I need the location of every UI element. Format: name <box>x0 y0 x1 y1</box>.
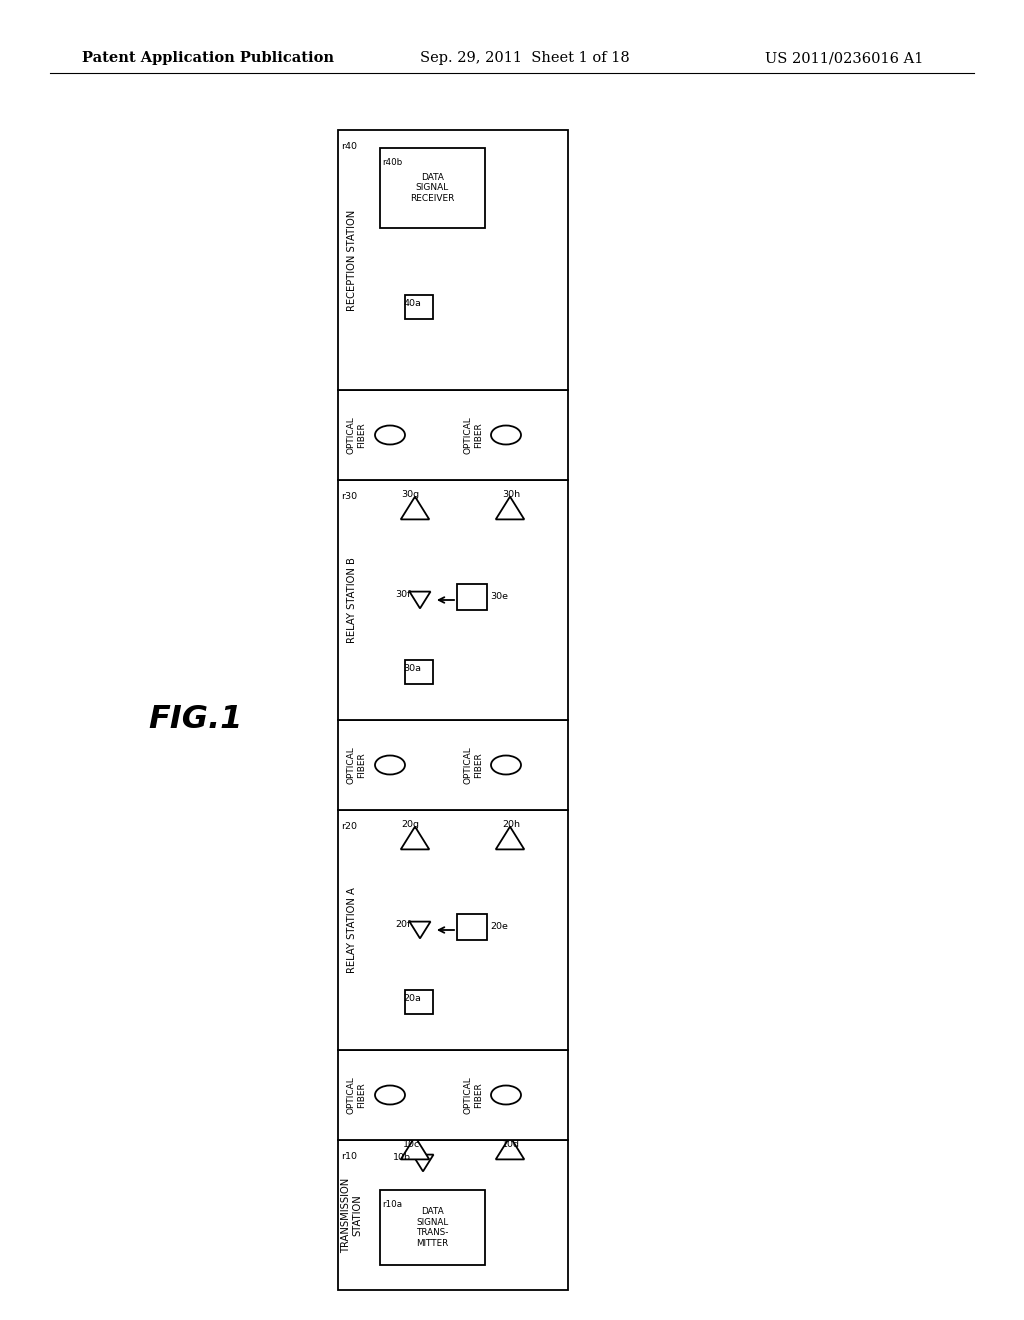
Polygon shape <box>413 1155 433 1171</box>
Ellipse shape <box>375 755 406 775</box>
Text: OPTICAL
FIBER: OPTICAL FIBER <box>463 416 482 454</box>
Text: DATA
SIGNAL
RECEIVER: DATA SIGNAL RECEIVER <box>411 173 455 203</box>
Bar <box>338 389 568 480</box>
Text: 30a: 30a <box>403 664 421 673</box>
Text: 40a: 40a <box>403 300 421 308</box>
Ellipse shape <box>490 425 521 445</box>
Bar <box>406 660 433 684</box>
Bar <box>380 148 485 228</box>
Ellipse shape <box>375 1085 406 1105</box>
Text: r20: r20 <box>341 822 357 832</box>
Bar <box>406 990 433 1014</box>
Text: 20f: 20f <box>395 920 411 929</box>
Text: RELAY STATION A: RELAY STATION A <box>347 887 357 973</box>
Bar <box>338 810 568 1049</box>
Polygon shape <box>400 496 429 519</box>
Ellipse shape <box>490 755 521 775</box>
Bar <box>457 913 487 940</box>
Text: r10: r10 <box>341 1152 357 1162</box>
Text: 20g: 20g <box>401 820 419 829</box>
Polygon shape <box>400 826 429 849</box>
Text: 10d: 10d <box>502 1140 520 1148</box>
Bar <box>406 294 433 319</box>
Polygon shape <box>400 1137 429 1159</box>
Bar <box>338 719 568 810</box>
Polygon shape <box>410 921 430 939</box>
Text: 30h: 30h <box>502 490 520 499</box>
Text: TRANSMISSION
STATION: TRANSMISSION STATION <box>341 1177 362 1253</box>
Bar <box>338 129 568 389</box>
Text: Sep. 29, 2011  Sheet 1 of 18: Sep. 29, 2011 Sheet 1 of 18 <box>420 51 630 65</box>
Text: r10a: r10a <box>382 1200 402 1209</box>
Text: 10b: 10b <box>393 1152 411 1162</box>
Polygon shape <box>410 591 430 609</box>
Text: RECEPTION STATION: RECEPTION STATION <box>347 210 357 310</box>
Text: 20e: 20e <box>490 921 508 931</box>
Text: OPTICAL
FIBER: OPTICAL FIBER <box>346 1076 366 1114</box>
Polygon shape <box>496 496 524 519</box>
Text: OPTICAL
FIBER: OPTICAL FIBER <box>346 746 366 784</box>
Text: 10c: 10c <box>403 1140 420 1148</box>
Text: 20h: 20h <box>502 820 520 829</box>
Bar <box>338 480 568 719</box>
Text: OPTICAL
FIBER: OPTICAL FIBER <box>463 1076 482 1114</box>
Bar <box>380 1191 485 1265</box>
Text: FIG.1: FIG.1 <box>148 705 243 735</box>
Text: r40b: r40b <box>382 158 402 168</box>
Text: r40: r40 <box>341 143 357 150</box>
Polygon shape <box>496 826 524 849</box>
Text: OPTICAL
FIBER: OPTICAL FIBER <box>346 416 366 454</box>
Text: 30e: 30e <box>490 591 508 601</box>
Ellipse shape <box>490 1085 521 1105</box>
Text: 30f: 30f <box>395 590 411 599</box>
Text: US 2011/0236016 A1: US 2011/0236016 A1 <box>765 51 924 65</box>
Text: 20a: 20a <box>403 994 421 1003</box>
Bar <box>338 1049 568 1140</box>
Text: 30g: 30g <box>401 490 419 499</box>
Bar <box>457 583 487 610</box>
Bar <box>338 1140 568 1290</box>
Text: r30: r30 <box>341 492 357 502</box>
Polygon shape <box>496 1137 524 1159</box>
Ellipse shape <box>375 425 406 445</box>
Text: Patent Application Publication: Patent Application Publication <box>82 51 334 65</box>
Text: RELAY STATION B: RELAY STATION B <box>347 557 357 643</box>
Text: OPTICAL
FIBER: OPTICAL FIBER <box>463 746 482 784</box>
Text: DATA
SIGNAL
TRANS-
MITTER: DATA SIGNAL TRANS- MITTER <box>417 1208 449 1247</box>
